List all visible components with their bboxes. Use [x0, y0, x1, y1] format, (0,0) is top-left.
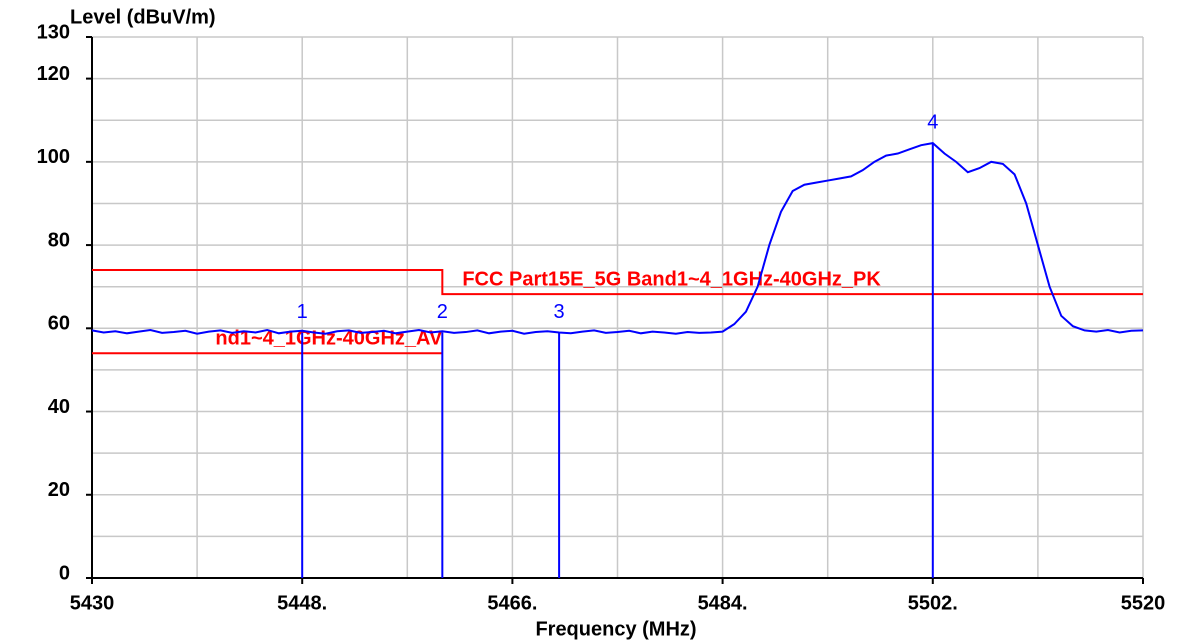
y-tick-label: 0 — [59, 562, 70, 584]
limit-label: FCC Part15E_5G Band1~4_1GHz-40GHz_PK — [462, 268, 881, 290]
x-tick-label: 5502. — [908, 592, 958, 614]
x-tick-label: 5484. — [698, 592, 748, 614]
x-tick-label: 5520 — [1121, 592, 1166, 614]
marker-label: 3 — [554, 301, 565, 323]
limit-line — [92, 269, 1143, 296]
y-tick-label: 100 — [37, 146, 70, 168]
y-tick-label: 120 — [37, 63, 70, 85]
chart-title: Level (dBuV/m) — [70, 6, 216, 28]
x-tick-label: 5466. — [487, 592, 537, 614]
y-tick-label: 130 — [37, 21, 70, 43]
marker-label: 1 — [297, 301, 308, 323]
y-tick-label: 20 — [48, 479, 70, 501]
x-tick-label: 5430 — [70, 592, 115, 614]
y-tick-label: 40 — [48, 396, 70, 418]
y-tick-label: 60 — [48, 313, 70, 335]
y-tick-label: 80 — [48, 229, 70, 251]
marker-label: 2 — [437, 301, 448, 323]
trace-line — [91, 142, 1144, 335]
x-axis-label: Frequency (MHz) — [535, 618, 696, 640]
x-tick-label: 5448. — [277, 592, 327, 614]
limit-label: nd1~4_1GHz-40GHz_AV — [215, 328, 443, 350]
marker-label: 4 — [927, 111, 938, 133]
